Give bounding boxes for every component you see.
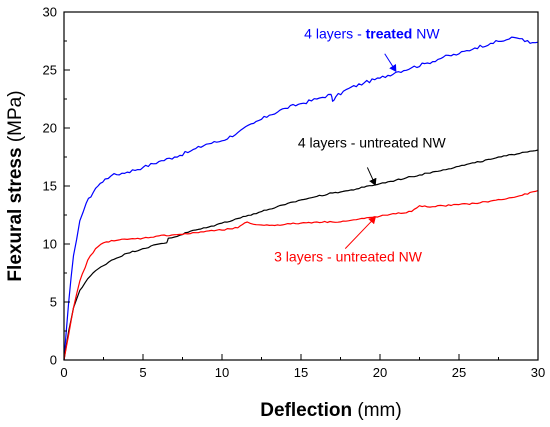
- x-tick-label: 30: [531, 365, 545, 380]
- y-tick-label: 10: [43, 237, 57, 252]
- y-tick-label: 20: [43, 121, 57, 136]
- y-tick-label: 25: [43, 63, 57, 78]
- y-tick-label: 0: [50, 353, 57, 368]
- x-tick-label: 5: [139, 365, 146, 380]
- x-tick-label: 0: [60, 365, 67, 380]
- series-layer: [63, 36, 539, 361]
- y-axis-title-unit: (MPa): [5, 90, 26, 147]
- x-tick-label: 15: [294, 365, 308, 380]
- y-axis-title-main: Flexural stress: [5, 147, 26, 281]
- y-tick-label: 15: [43, 179, 57, 194]
- plot-frame: [63, 11, 539, 361]
- annotation-label-part: 4 layers -: [304, 26, 365, 42]
- series-line-4-layers-treated-nw: [63, 36, 539, 361]
- annotation-label-part: 3 layers - untreated NW: [274, 248, 423, 264]
- annotation-arrow: [366, 167, 377, 186]
- annotation-label-part: NW: [412, 26, 440, 42]
- x-axis-title: Deflection (mm): [260, 400, 401, 421]
- annotation-label: 3 layers - untreated NW: [274, 248, 423, 264]
- annotation-arrow: [384, 53, 397, 73]
- ticks-layer: 0 5 10 15 20 25 30 0 5 10 15 20 25 30: [43, 5, 546, 381]
- annotation-label: 4 layers - treated NW: [304, 26, 440, 42]
- annotation-arrow: [344, 216, 376, 249]
- annotation-2: 3 layers - untreated NW: [274, 216, 423, 264]
- annotation-1: 4 layers - untreated NW: [298, 135, 447, 186]
- annotations-layer: 4 layers - treated NW 4 layers - untreate…: [274, 26, 446, 265]
- annotation-label: 4 layers - untreated NW: [298, 135, 447, 151]
- annotation-0: 4 layers - treated NW: [304, 26, 440, 73]
- annotation-label-part: 4 layers - untreated NW: [298, 135, 447, 151]
- x-tick-label: 20: [373, 365, 387, 380]
- y-axis-title: Flexural stress (MPa): [5, 90, 26, 281]
- annotation-label-part: treated: [366, 26, 413, 42]
- x-tick-label: 10: [215, 365, 229, 380]
- series-line-3-layers-untreated-nw: [63, 190, 539, 361]
- x-axis-title-unit: (mm): [352, 400, 402, 421]
- x-tick-label: 25: [452, 365, 466, 380]
- y-tick-label: 5: [50, 295, 57, 310]
- series-line-4-layers-untreated-nw: [63, 149, 539, 361]
- x-axis-title-main: Deflection: [260, 400, 352, 421]
- y-tick-label: 30: [43, 5, 57, 20]
